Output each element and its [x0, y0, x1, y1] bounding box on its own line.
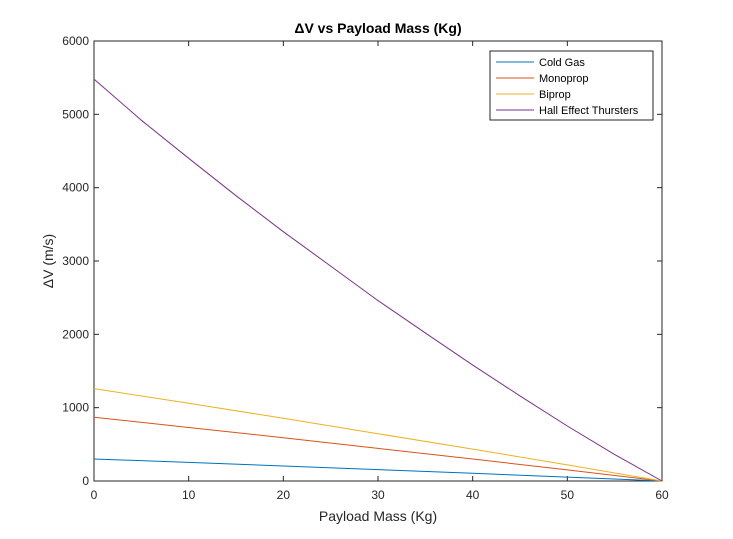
y-tick-label: 5000: [62, 107, 89, 121]
legend-label-cold-gas: Cold Gas: [539, 57, 585, 69]
x-tick-label: 40: [466, 488, 480, 502]
series-line-hall-effect-thursters: [93, 78, 663, 482]
legend-label-monoprop: Monoprop: [539, 73, 589, 85]
y-tick-label: 0: [82, 474, 89, 488]
series-lines: [93, 78, 663, 482]
series-line-biprop: [93, 388, 663, 482]
x-tick-label: 0: [91, 488, 98, 502]
y-tick-label: 2000: [62, 327, 89, 341]
x-tick-label: 20: [277, 488, 291, 502]
legend: Cold Gas Monoprop Biprop Hall Effect Thurst…: [489, 50, 654, 121]
x-tick-label: 30: [371, 488, 385, 502]
x-tick-label: 10: [182, 488, 196, 502]
x-axis: 0 10 20 30 40 50 60: [91, 41, 669, 502]
y-axis: 0 1000 2000 3000 4000 5000 6000: [62, 34, 662, 488]
y-tick-label: 6000: [62, 34, 89, 48]
x-tick-label: 50: [561, 488, 575, 502]
series-line-cold-gas: [93, 458, 663, 482]
legend-label-hall-effect-thursters: Hall Effect Thursters: [539, 105, 639, 117]
y-tick-label: 1000: [62, 401, 89, 415]
x-axis-label: Payload Mass (Kg): [319, 508, 437, 524]
series-line-monoprop: [93, 416, 663, 482]
y-tick-label: 3000: [62, 254, 89, 268]
legend-label-biprop: Biprop: [539, 89, 571, 101]
y-axis-label: ΔV (m/s): [40, 234, 56, 288]
chart-title: ΔV vs Payload Mass (Kg): [294, 20, 461, 36]
y-tick-label: 4000: [62, 181, 89, 195]
x-tick-label: 60: [655, 488, 669, 502]
